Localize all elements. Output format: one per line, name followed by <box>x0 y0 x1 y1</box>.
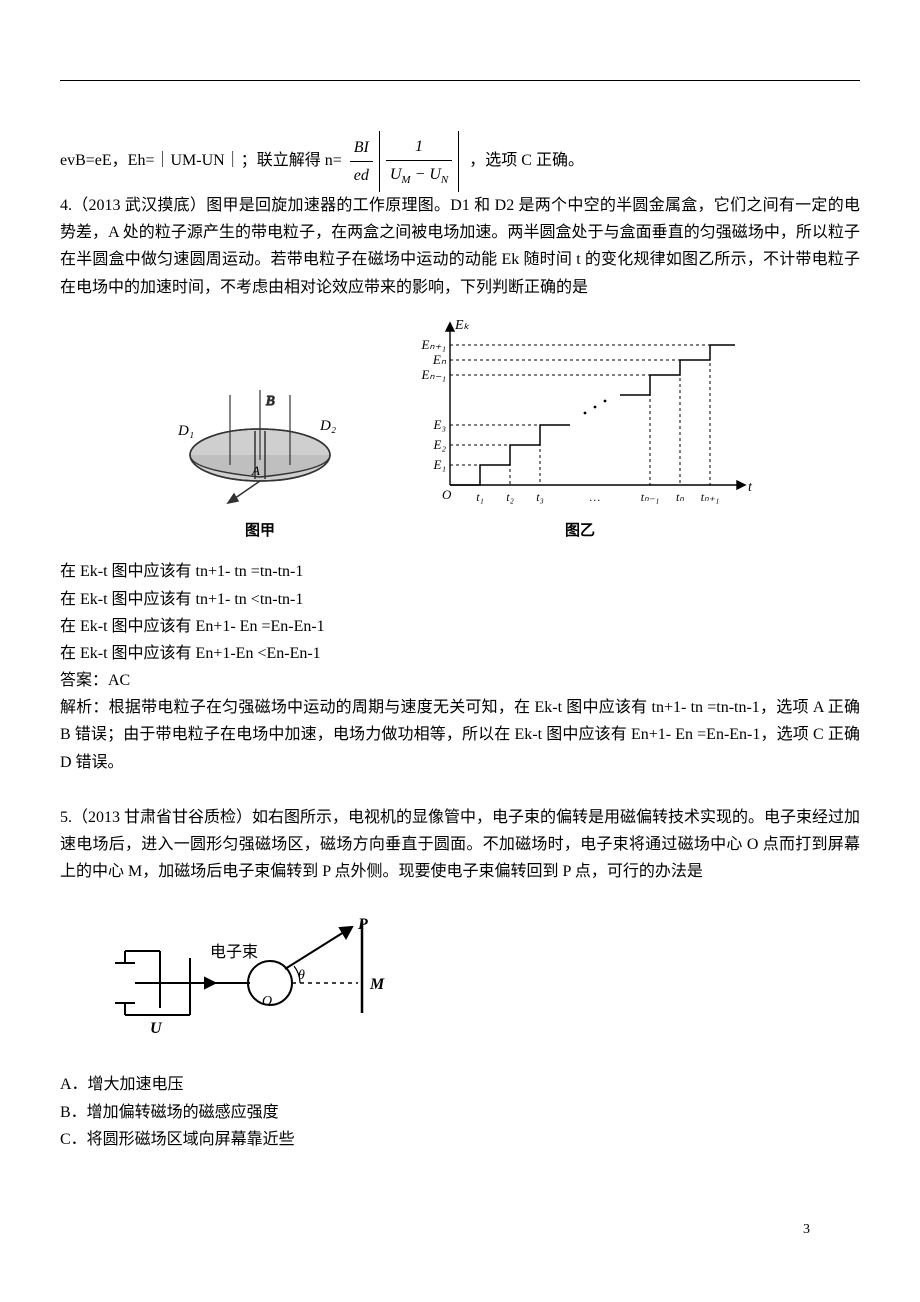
fig-jia-svg: B D₁ D₂ A <box>160 355 360 515</box>
q5-figure-wrap: U O P θ M 电子束 <box>100 903 860 1053</box>
q5-o-label: O <box>262 994 272 1009</box>
svg-text:tₙ₋₁: tₙ₋₁ <box>641 490 660 504</box>
q5-ebeam-label: 电子束 <box>210 943 258 961</box>
fig2-ylabels: Eₙ₊₁ Eₙ Eₙ₋₁ E₃ E₂ E₁ <box>420 337 446 472</box>
fig-jia-wrap: B D₁ D₂ A 图甲 <box>160 355 360 545</box>
fig1-d1-label: D₁ <box>177 423 194 439</box>
abs-wrapper: 1 UM − UN <box>379 131 459 192</box>
q4-explain: 解析：根据带电粒子在匀强磁场中运动的周期与速度无关可知，在 Ek-t 图中应该有… <box>60 694 860 776</box>
fig-yi-wrap: Eₖ <box>400 315 760 545</box>
q5-theta-label: θ <box>298 968 305 983</box>
svg-text:tₙ₊₁: tₙ₊₁ <box>701 490 720 504</box>
svg-text:E₂: E₂ <box>433 437 447 452</box>
svg-text:tₙ: tₙ <box>676 490 684 504</box>
svg-text:t₁: t₁ <box>476 490 484 504</box>
page-number: 3 <box>803 1218 810 1242</box>
q4-head: 4.（2013 武汉摸底）图甲是回旋加速器的工作原理图。D1 和 D2 是两个中… <box>60 192 860 301</box>
svg-text:t₃: t₃ <box>536 490 544 504</box>
fig2-xaxis: t <box>748 480 753 495</box>
spacer <box>60 776 860 804</box>
svg-text:t₂: t₂ <box>506 490 514 504</box>
fig-jia-caption: 图甲 <box>160 519 360 545</box>
q4-line-2: 在 Ek-t 图中应该有 En+1- En =En-En-1 <box>60 613 860 640</box>
fig1-d2-label: D₂ <box>319 418 336 434</box>
svg-text:Eₙ₊₁: Eₙ₊₁ <box>420 337 446 352</box>
q5-opt-b: B．增加偏转磁场的磁感应强度 <box>60 1099 860 1126</box>
q5-head: 5.（2013 甘肃省甘谷质检）如右图所示，电视机的显像管中，电子束的偏转是用磁… <box>60 804 860 886</box>
fig-yi-caption: 图乙 <box>400 519 760 545</box>
top-rule <box>60 80 860 81</box>
fig2-yaxis: Eₖ <box>454 318 471 333</box>
svg-text:E₁: E₁ <box>433 457 446 472</box>
q4-line-0: 在 Ek-t 图中应该有 tn+1- tn =tn-tn-1 <box>60 558 860 585</box>
formula-line: evB=eE，Eh=｜UM-UN｜；联立解得 n= BI ed 1 UM − U… <box>60 131 860 192</box>
svg-text:Eₙ₋₁: Eₙ₋₁ <box>420 367 446 382</box>
formula-suffix: ，选项 C 正确。 <box>469 152 584 169</box>
fig2-origin: O <box>442 487 452 502</box>
svg-text:…: … <box>590 490 601 504</box>
fig1-b-label: B <box>266 394 275 409</box>
fig1-a-label: A <box>251 463 260 478</box>
svg-text:Eₙ: Eₙ <box>432 352 447 367</box>
q5-opt-a: A．增大加速电压 <box>60 1071 860 1098</box>
q5-fig-svg: U O P θ M 电子束 <box>100 903 420 1053</box>
q4-figures: B D₁ D₂ A 图甲 Eₖ <box>60 315 860 545</box>
fig2-xlabels: t₁ t₂ t₃ … tₙ₋₁ tₙ tₙ₊₁ <box>476 490 719 504</box>
q4-line-1: 在 Ek-t 图中应该有 tn+1- tn <tn-tn-1 <box>60 586 860 613</box>
q5-opt-c: C．将圆形磁场区域向屏幕靠近些 <box>60 1126 860 1153</box>
formula-prefix: evB=eE，Eh=｜UM-UN｜；联立解得 n= <box>60 152 342 169</box>
frac-bi-ed: BI ed <box>350 134 373 189</box>
q5-m-label: M <box>369 976 385 993</box>
frac-1-over-diff: 1 UM − UN <box>386 133 452 190</box>
q5-u-label: U <box>150 1020 163 1037</box>
q4-answer: 答案：AC <box>60 667 860 694</box>
formula-expr: BI ed 1 UM − UN <box>350 131 462 192</box>
svg-text:E₃: E₃ <box>433 417 446 432</box>
q4-line-3: 在 Ek-t 图中应该有 En+1-En <En-En-1 <box>60 640 860 667</box>
fig-yi-svg: Eₖ <box>400 315 760 515</box>
